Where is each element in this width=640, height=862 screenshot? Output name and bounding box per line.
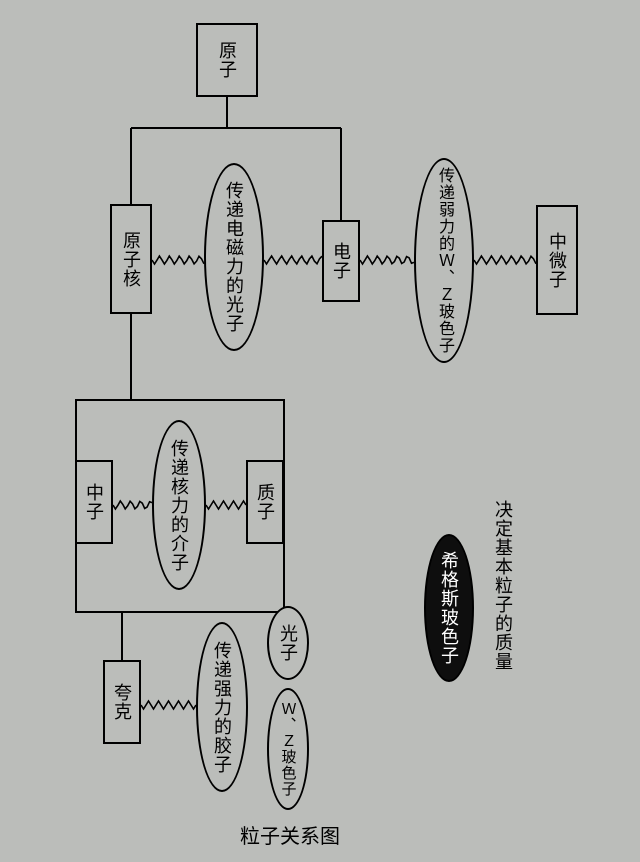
node-gluon: 传递强力的胶子 <box>196 622 248 792</box>
node-meson: 传递核力的介子 <box>152 420 206 590</box>
node-photon-small-label: 光子 <box>275 624 301 662</box>
node-quark-label: 夸克 <box>109 683 135 721</box>
node-wz-weak: 传递弱力的Ｗ、Ｚ玻色子 <box>414 158 474 363</box>
node-proton-label: 质子 <box>252 483 278 521</box>
node-quark: 夸克 <box>103 660 141 744</box>
node-photon-small: 光子 <box>267 606 309 680</box>
node-neutron-label: 中子 <box>81 483 107 521</box>
node-nucleus-label: 原子核 <box>118 231 144 288</box>
node-proton: 质子 <box>246 460 284 544</box>
node-atom: 原子 <box>196 23 258 97</box>
node-photon-em-label: 传递电磁力的光子 <box>221 181 247 333</box>
node-neutrino: 中微子 <box>536 205 578 315</box>
node-neutrino-label: 中微子 <box>544 232 570 289</box>
node-electron: 电子 <box>322 220 360 302</box>
node-neutron: 中子 <box>75 460 113 544</box>
higgs-side-label: 决定基本粒子的质量 <box>490 500 516 671</box>
node-atom-label: 原子 <box>214 41 240 79</box>
node-gluon-label: 传递强力的胶子 <box>209 641 235 774</box>
node-higgs: 希格斯玻色子 <box>424 534 474 682</box>
node-wz-small-label: Ｗ、Ｚ玻色子 <box>278 701 299 797</box>
node-meson-label: 传递核力的介子 <box>166 439 192 572</box>
node-nucleus: 原子核 <box>110 204 152 314</box>
node-higgs-label: 希格斯玻色子 <box>436 551 462 665</box>
node-wz-weak-label: 传递弱力的Ｗ、Ｚ玻色子 <box>432 167 456 354</box>
connector-layer <box>0 0 640 862</box>
node-wz-small: Ｗ、Ｚ玻色子 <box>267 688 309 810</box>
node-electron-label: 电子 <box>328 242 354 280</box>
node-photon-em: 传递电磁力的光子 <box>204 163 264 351</box>
diagram-title: 粒子关系图 <box>240 820 340 849</box>
